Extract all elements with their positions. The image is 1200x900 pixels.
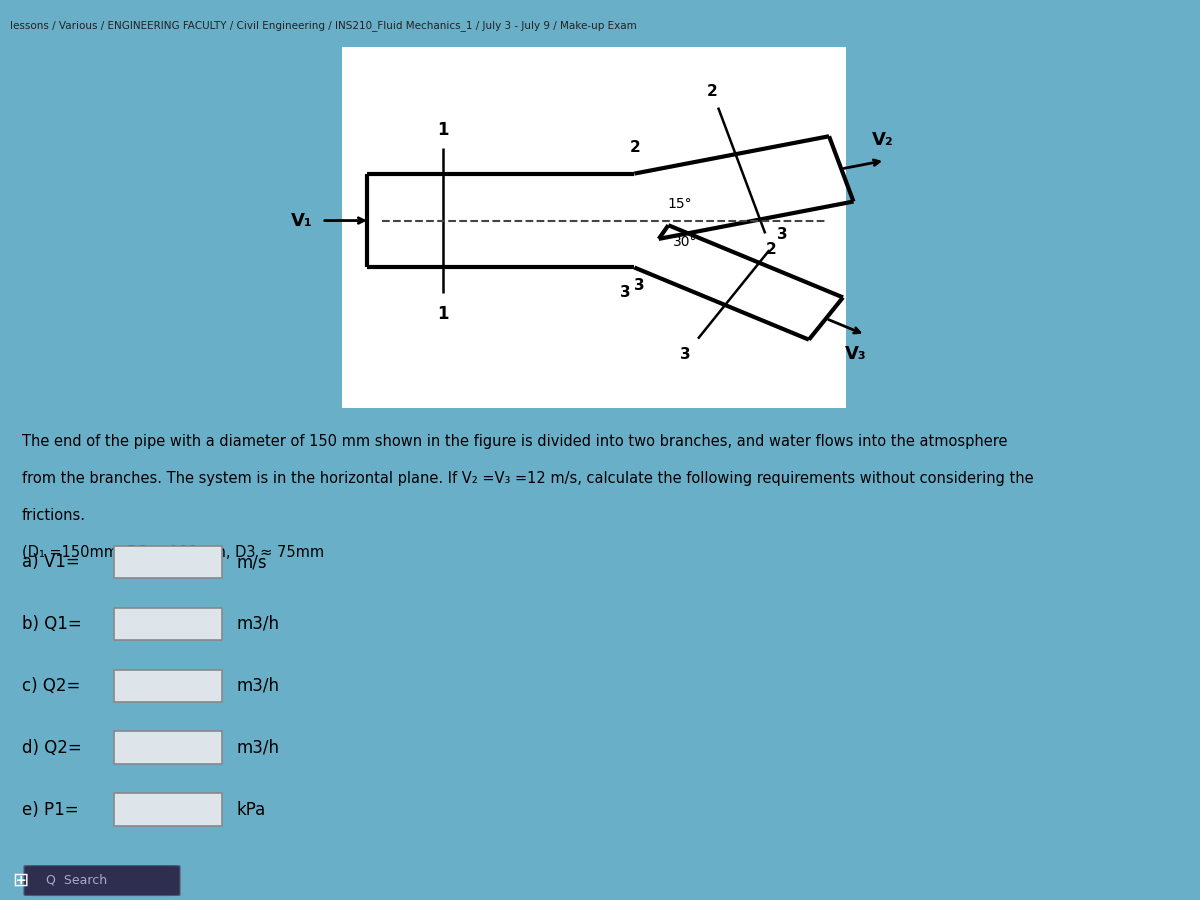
Text: m/s: m/s	[236, 554, 268, 572]
Text: 2: 2	[630, 140, 641, 155]
Text: 3: 3	[680, 346, 691, 362]
Bar	[114, 670, 222, 702]
Text: frictions.: frictions.	[22, 508, 85, 523]
Text: 3: 3	[620, 285, 631, 301]
Text: 1: 1	[437, 122, 449, 140]
Text: V₂: V₂	[872, 131, 894, 149]
Bar	[114, 545, 222, 579]
Text: a) V1=: a) V1=	[22, 554, 79, 572]
Text: m3/h: m3/h	[236, 677, 280, 695]
Text: d) Q2=: d) Q2=	[22, 739, 82, 757]
Text: 2: 2	[707, 85, 718, 99]
Text: from the branches. The system is in the horizontal plane. If V₂ =V₃ =12 m/s, cal: from the branches. The system is in the …	[22, 471, 1033, 486]
Text: 2: 2	[766, 241, 776, 256]
Bar	[114, 608, 222, 640]
Text: The end of the pipe with a diameter of 150 mm shown in the figure is divided int: The end of the pipe with a diameter of 1…	[22, 434, 1007, 449]
Text: 3: 3	[634, 278, 644, 293]
Text: kPa: kPa	[236, 801, 265, 819]
Text: 30°: 30°	[672, 235, 697, 249]
Text: 1: 1	[437, 305, 449, 323]
Text: V₁: V₁	[290, 212, 312, 230]
Text: ⊞: ⊞	[12, 870, 29, 889]
FancyBboxPatch shape	[24, 866, 180, 896]
Text: c) Q2=: c) Q2=	[22, 677, 80, 695]
Text: 15°: 15°	[667, 197, 692, 211]
Bar	[114, 793, 222, 826]
Text: V₃: V₃	[845, 345, 866, 363]
Text: lessons / Various / ENGINEERING FACULTY / Civil Engineering / INS210_Fluid Mecha: lessons / Various / ENGINEERING FACULTY …	[10, 20, 636, 31]
Bar	[342, 48, 846, 409]
Text: e) P1=: e) P1=	[22, 801, 78, 819]
Text: m3/h: m3/h	[236, 615, 280, 633]
Text: b) Q1=: b) Q1=	[22, 615, 82, 633]
Text: (D₁ =150mm, D2 ≈ 100mm, D3 ≈ 75mm: (D₁ =150mm, D2 ≈ 100mm, D3 ≈ 75mm	[22, 544, 324, 560]
Text: Q  Search: Q Search	[46, 873, 107, 886]
Text: 3: 3	[776, 227, 787, 242]
Bar	[114, 732, 222, 764]
Text: m3/h: m3/h	[236, 739, 280, 757]
